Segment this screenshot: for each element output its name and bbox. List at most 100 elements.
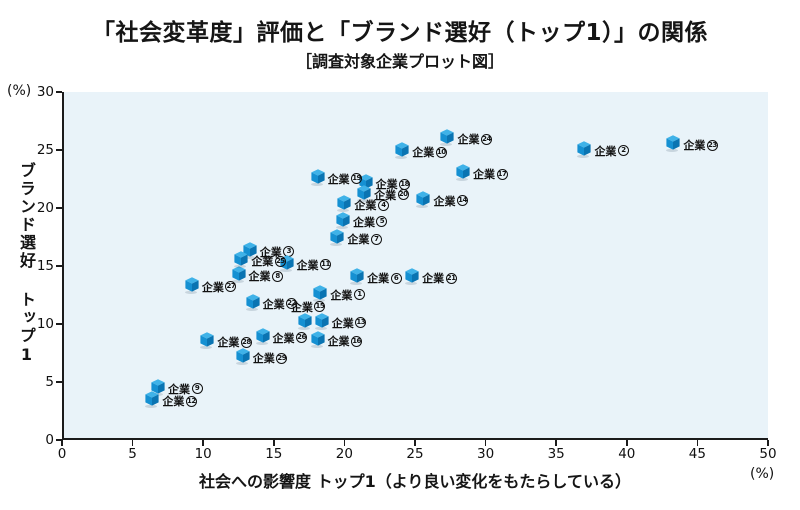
cube-icon bbox=[231, 266, 246, 284]
point-label-text: 企業 bbox=[251, 255, 274, 269]
chart-title: 「社会変革度」評価と「ブランド選好（トップ1）」の関係 bbox=[91, 20, 708, 46]
point-label-text: 企業 bbox=[473, 168, 495, 182]
company-number-badge: 9 bbox=[191, 383, 203, 395]
chart-subtitle: ［調査対象企業プロット図］ bbox=[295, 52, 504, 71]
y-tick-mark bbox=[56, 265, 62, 267]
data-point-27: 企業 27 bbox=[184, 276, 237, 294]
x-tick-label: 15 bbox=[265, 446, 283, 462]
point-label-text: 企業 bbox=[683, 139, 706, 153]
company-number-badge: 1 bbox=[353, 289, 365, 301]
x-tick-mark bbox=[273, 440, 275, 446]
point-label: 企業 6 bbox=[367, 270, 402, 286]
x-tick-label: 25 bbox=[406, 446, 424, 462]
company-number-badge: 24 bbox=[480, 133, 492, 145]
point-label-text: 企業 bbox=[330, 288, 353, 302]
point-label-text: 企業 bbox=[375, 178, 398, 192]
y-tick-mark bbox=[56, 207, 62, 209]
point-label-text: 企業 bbox=[457, 133, 480, 147]
company-number-badge: 11 bbox=[320, 259, 331, 271]
point-label-text: 企業 bbox=[296, 258, 319, 272]
company-number-badge: 2 bbox=[617, 145, 629, 157]
point-label-text: 企業 bbox=[272, 331, 295, 345]
data-point-10: 企業 10 bbox=[395, 142, 447, 159]
company-number-badge: 14 bbox=[456, 195, 468, 207]
company-number-badge: 4 bbox=[377, 199, 389, 211]
data-point-8: 企業 8 bbox=[231, 266, 283, 284]
cube-icon bbox=[456, 164, 470, 182]
company-number-badge: 28 bbox=[240, 336, 252, 348]
cube-icon bbox=[313, 284, 327, 302]
x-tick-label: 35 bbox=[547, 446, 565, 462]
data-point-23: 企業 23 bbox=[666, 135, 718, 153]
point-label-text: 企業 bbox=[248, 270, 271, 284]
company-number-badge: 7 bbox=[370, 233, 382, 245]
y-tick-label: 25 bbox=[36, 142, 54, 158]
cube-icon bbox=[666, 135, 680, 153]
x-axis-label: 社会への影響度 トップ1（より良い変化をもたらしている） bbox=[199, 472, 631, 491]
point-label-text: 企業 bbox=[374, 188, 397, 202]
data-point-19: 企業 19 bbox=[310, 168, 363, 186]
x-tick-label: 45 bbox=[688, 446, 706, 462]
point-label-text: 企業 bbox=[354, 199, 377, 213]
company-number-badge: 5 bbox=[376, 216, 388, 228]
point-label: 企業 28 bbox=[217, 334, 252, 350]
point-label-text: 企業 bbox=[433, 194, 456, 208]
point-label: 企業 27 bbox=[202, 279, 237, 295]
point-label-text: 企業 bbox=[217, 336, 240, 350]
cube-icon bbox=[200, 332, 215, 350]
point-label-text: 企業 bbox=[594, 144, 617, 158]
point-label-text: 企業 bbox=[259, 245, 282, 259]
cube-icon bbox=[577, 141, 592, 158]
y-tick-mark bbox=[56, 439, 62, 441]
point-label: 企業 8 bbox=[248, 268, 283, 284]
point-label: 企業 24 bbox=[457, 131, 492, 147]
point-label: 企業 4 bbox=[354, 197, 389, 213]
point-label-text: 企業 bbox=[168, 382, 191, 396]
point-label: 企業 19 bbox=[328, 171, 363, 187]
data-point-21: 企業 21 bbox=[405, 268, 457, 286]
cube-icon bbox=[335, 211, 350, 229]
company-number-badge: 6 bbox=[390, 272, 402, 284]
cube-icon bbox=[350, 268, 364, 286]
point-label: 企業 23 bbox=[683, 137, 718, 153]
company-number-badge: 29 bbox=[276, 352, 288, 364]
data-point-16: 企業 16 bbox=[310, 331, 363, 349]
x-tick-mark bbox=[767, 440, 769, 446]
data-point-6: 企業 6 bbox=[350, 268, 402, 286]
point-label: 企業 10 bbox=[412, 144, 447, 160]
cube-icon bbox=[310, 168, 325, 186]
data-point-26: 企業 26 bbox=[255, 327, 307, 345]
data-point-4: 企業 4 bbox=[337, 195, 389, 213]
plot-area bbox=[62, 92, 768, 440]
point-label: 企業 14 bbox=[433, 193, 468, 209]
x-tick-mark bbox=[696, 440, 699, 446]
company-number-badge: 13 bbox=[355, 317, 367, 329]
company-number-badge: 20 bbox=[397, 189, 409, 201]
point-label-text: 企業 bbox=[367, 272, 390, 286]
company-number-badge: 25 bbox=[274, 255, 286, 267]
cube-icon bbox=[235, 348, 250, 366]
y-tick-label: 20 bbox=[36, 200, 54, 216]
point-label: 企業 5 bbox=[353, 214, 388, 230]
x-tick-label: 5 bbox=[128, 446, 137, 462]
x-tick-label: 10 bbox=[194, 446, 212, 462]
point-label: 企業 13 bbox=[332, 315, 367, 331]
point-label: 企業 17 bbox=[473, 166, 508, 182]
x-tick-label: 20 bbox=[335, 446, 353, 462]
y-tick-label: 5 bbox=[45, 374, 54, 390]
x-tick-mark bbox=[61, 440, 63, 446]
cube-icon bbox=[145, 391, 159, 409]
point-label: 企業 12 bbox=[162, 393, 197, 409]
company-number-badge: 16 bbox=[351, 335, 363, 347]
company-number-badge: 21 bbox=[445, 272, 457, 284]
y-tick-mark bbox=[56, 323, 62, 325]
data-point-9: 企業 9 bbox=[151, 378, 203, 396]
x-tick-mark bbox=[131, 440, 134, 446]
point-label: 企業 20 bbox=[374, 187, 409, 203]
cube-icon bbox=[405, 268, 419, 286]
point-label: 企業 11 bbox=[296, 257, 331, 273]
point-label-text: 企業 bbox=[327, 335, 350, 349]
point-label: 企業 7 bbox=[347, 231, 382, 247]
company-number-badge: 27 bbox=[225, 281, 237, 293]
point-label-text: 企業 bbox=[347, 233, 370, 246]
